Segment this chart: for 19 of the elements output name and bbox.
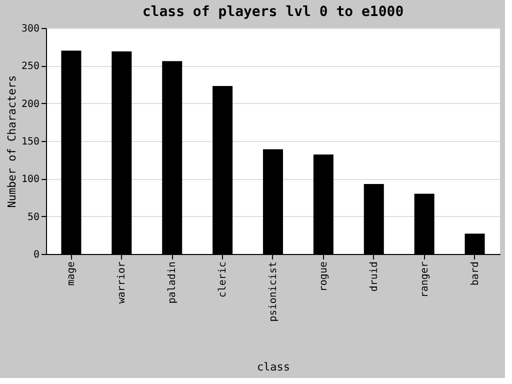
x-tick-label: paladin	[167, 262, 178, 304]
y-tick-label: 50	[27, 212, 40, 223]
x-tick-label: rogue	[318, 262, 330, 292]
y-tick-label: 100	[21, 174, 40, 186]
y-tick-label: 150	[21, 136, 40, 148]
x-tick-label: bard	[470, 262, 481, 286]
x-tick-label: warrior	[116, 262, 128, 304]
x-tick-label: mage	[66, 262, 78, 286]
chart-title: class of players lvl 0 to e1000	[142, 4, 404, 20]
y-tick-label: 250	[21, 61, 40, 72]
y-tick-label: 300	[21, 24, 40, 34]
x-tick-label: psionicist	[268, 262, 279, 322]
x-tick-label: ranger	[419, 262, 430, 298]
x-axis-title: class	[256, 360, 290, 374]
y-tick-label: 0	[33, 250, 40, 260]
y-tick-label: 200	[21, 98, 40, 110]
x-tick-label: cleric	[218, 262, 229, 298]
y-axis-title: Number of Characters	[5, 75, 18, 208]
x-tick-label: druid	[368, 262, 380, 292]
